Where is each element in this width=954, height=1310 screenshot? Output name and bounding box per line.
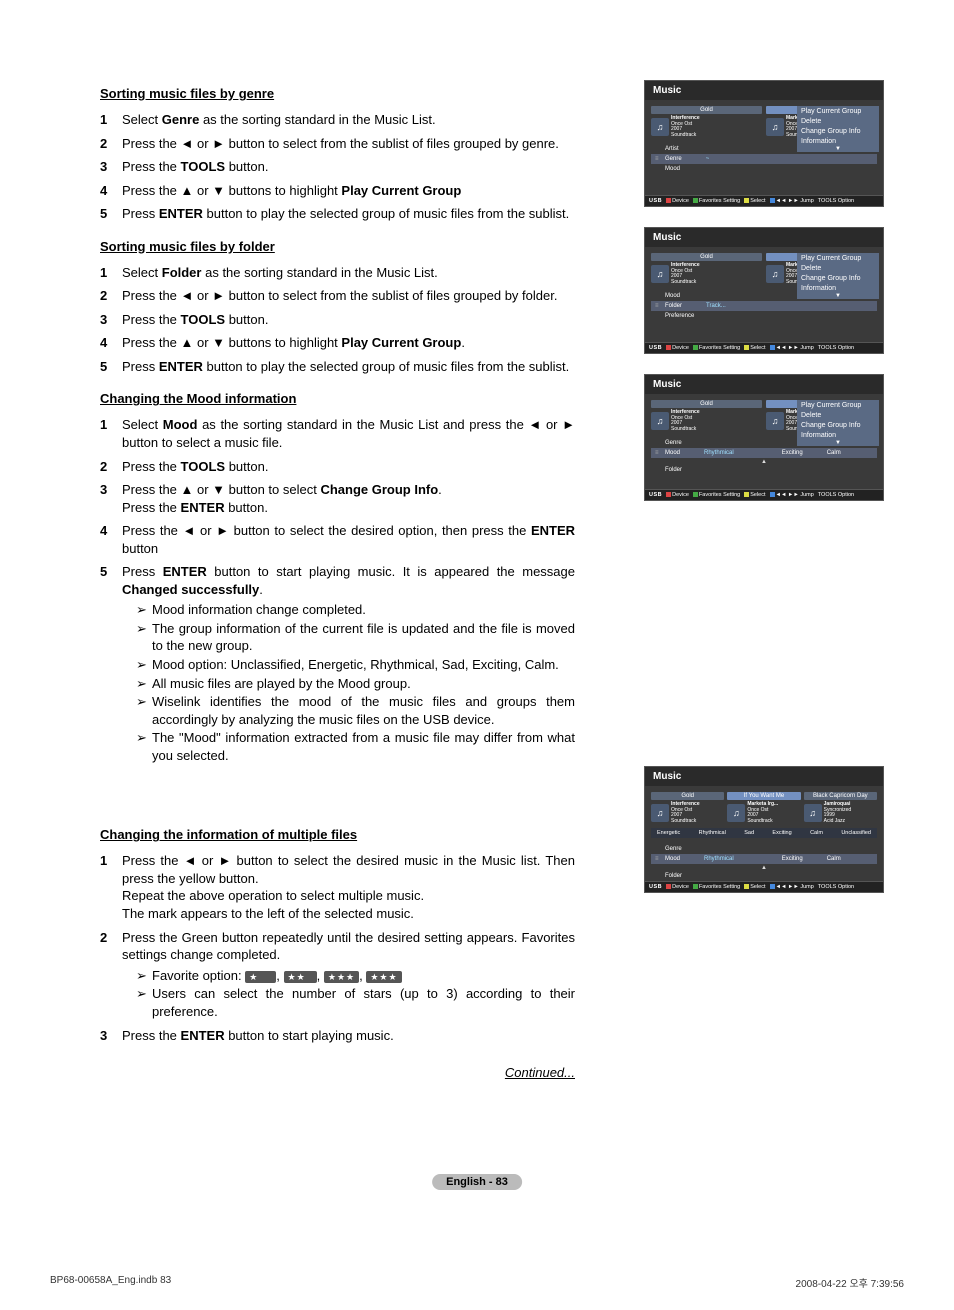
sub-item: All music files are played by the Mood g…: [136, 675, 575, 693]
step-number: 2: [100, 287, 122, 305]
step-text: Press the ◄ or ► button to select the de…: [122, 522, 575, 557]
step-text: Select Folder as the sorting standard in…: [122, 264, 575, 282]
step-number: 5: [100, 205, 122, 223]
step-text: Press ENTER button to start playing musi…: [122, 563, 575, 765]
right-column: Music Gold ♫ InterferenceOnce Ost2007Sou…: [644, 80, 894, 913]
step-number: 3: [100, 158, 122, 176]
step-item: 1Select Genre as the sorting standard in…: [100, 111, 575, 129]
step-number: 5: [100, 563, 122, 765]
page-footer: English - 83: [432, 1174, 522, 1190]
step-number: 2: [100, 135, 122, 153]
step-text: Select Mood as the sorting standard in t…: [122, 416, 575, 451]
step-number: 4: [100, 182, 122, 200]
step-item: 4Press the ◄ or ► button to select the d…: [100, 522, 575, 557]
step-number: 1: [100, 111, 122, 129]
sub-item: Favorite option: ★ , ★★ , ★★★, ★★★: [136, 967, 575, 985]
step-text: Press the ▲ or ▼ buttons to highlight Pl…: [122, 182, 575, 200]
section-title: Sorting music files by genre: [100, 86, 575, 101]
step-item: 3Press the ▲ or ▼ button to select Chang…: [100, 481, 575, 516]
screenshot-folder: Music Gold ♫ InterferenceOnce Ost2007Sou…: [644, 227, 884, 354]
step-text: Press the ◄ or ► button to select from t…: [122, 287, 575, 305]
screenshot-genre: Music Gold ♫ InterferenceOnce Ost2007Sou…: [644, 80, 884, 207]
step-item: 2Press the ◄ or ► button to select from …: [100, 135, 575, 153]
step-text: Press the TOOLS button.: [122, 158, 575, 176]
step-item: 5Press ENTER button to play the selected…: [100, 205, 575, 223]
step-number: 1: [100, 852, 122, 922]
step-number: 4: [100, 334, 122, 352]
step-item: 2Press the Green button repeatedly until…: [100, 929, 575, 1022]
step-text: Select Genre as the sorting standard in …: [122, 111, 575, 129]
step-item: 4Press the ▲ or ▼ buttons to highlight P…: [100, 334, 575, 352]
screenshot-mood: Music Gold ♫ InterferenceOnce Ost2007Sou…: [644, 374, 884, 501]
continued-text: Continued...: [100, 1065, 575, 1080]
step-number: 5: [100, 358, 122, 376]
step-text: Press the ▲ or ▼ button to select Change…: [122, 481, 575, 516]
screenshot-header: Music: [645, 228, 883, 247]
steps-folder: 1Select Folder as the sorting standard i…: [100, 264, 575, 376]
section-folder: Sorting music files by folder 1Select Fo…: [100, 239, 575, 376]
sub-item: The group information of the current fil…: [136, 620, 575, 655]
sub-item: The "Mood" information extracted from a …: [136, 729, 575, 764]
sub-list: Mood information change completed.The gr…: [122, 601, 575, 764]
step-text: Press the ENTER button to start playing …: [122, 1027, 575, 1045]
step-text: Press ENTER button to play the selected …: [122, 205, 575, 223]
screenshot-multiple: Music Gold ♫ InterferenceOnce Ost2007Sou…: [644, 766, 884, 893]
step-item: 3Press the ENTER button to start playing…: [100, 1027, 575, 1045]
print-footer-left: BP68-00658A_Eng.indb 83: [50, 1275, 171, 1290]
sub-list: Favorite option: ★ , ★★ , ★★★, ★★★Users …: [122, 967, 575, 1021]
step-number: 2: [100, 458, 122, 476]
step-number: 3: [100, 311, 122, 329]
step-number: 3: [100, 1027, 122, 1045]
section-title: Sorting music files by folder: [100, 239, 575, 254]
step-number: 1: [100, 264, 122, 282]
step-item: 1Select Mood as the sorting standard in …: [100, 416, 575, 451]
step-item: 2Press the ◄ or ► button to select from …: [100, 287, 575, 305]
step-item: 2Press the TOOLS button.: [100, 458, 575, 476]
steps-multiple: 1Press the ◄ or ► button to select the d…: [100, 852, 575, 1044]
steps-genre: 1Select Genre as the sorting standard in…: [100, 111, 575, 223]
screenshot-header: Music: [645, 767, 883, 786]
step-text: Press the ◄ or ► button to select the de…: [122, 852, 575, 922]
sub-item: Mood information change completed.: [136, 601, 575, 619]
step-number: 1: [100, 416, 122, 451]
print-footer: BP68-00658A_Eng.indb 83 2008-04-22 오후 7:…: [0, 1275, 954, 1290]
step-text: Press the TOOLS button.: [122, 458, 575, 476]
section-multiple: Changing the information of multiple fil…: [100, 827, 575, 1044]
step-text: Press the TOOLS button.: [122, 311, 575, 329]
screenshot-header: Music: [645, 375, 883, 394]
step-item: 4Press the ▲ or ▼ buttons to highlight P…: [100, 182, 575, 200]
sub-item: Mood option: Unclassified, Energetic, Rh…: [136, 656, 575, 674]
step-item: 5Press ENTER button to start playing mus…: [100, 563, 575, 765]
sub-item: Wiselink identifies the mood of the musi…: [136, 693, 575, 728]
print-footer-right: 2008-04-22 오후 7:39:56: [796, 1275, 904, 1290]
left-column: Sorting music files by genre 1Select Gen…: [100, 80, 575, 1080]
section-genre: Sorting music files by genre 1Select Gen…: [100, 86, 575, 223]
sub-item: Users can select the number of stars (up…: [136, 985, 575, 1020]
step-text: Press the ▲ or ▼ buttons to highlight Pl…: [122, 334, 575, 352]
step-text: Press ENTER button to play the selected …: [122, 358, 575, 376]
step-item: 3Press the TOOLS button.: [100, 158, 575, 176]
step-number: 3: [100, 481, 122, 516]
section-mood: Changing the Mood information 1Select Mo…: [100, 391, 575, 765]
step-number: 4: [100, 522, 122, 557]
step-item: 1Press the ◄ or ► button to select the d…: [100, 852, 575, 922]
screenshot-header: Music: [645, 81, 883, 100]
step-item: 1Select Folder as the sorting standard i…: [100, 264, 575, 282]
step-item: 5Press ENTER button to play the selected…: [100, 358, 575, 376]
step-number: 2: [100, 929, 122, 1022]
step-text: Press the ◄ or ► button to select from t…: [122, 135, 575, 153]
steps-mood: 1Select Mood as the sorting standard in …: [100, 416, 575, 765]
section-title: Changing the information of multiple fil…: [100, 827, 575, 842]
section-title: Changing the Mood information: [100, 391, 575, 406]
step-item: 3Press the TOOLS button.: [100, 311, 575, 329]
step-text: Press the Green button repeatedly until …: [122, 929, 575, 1022]
